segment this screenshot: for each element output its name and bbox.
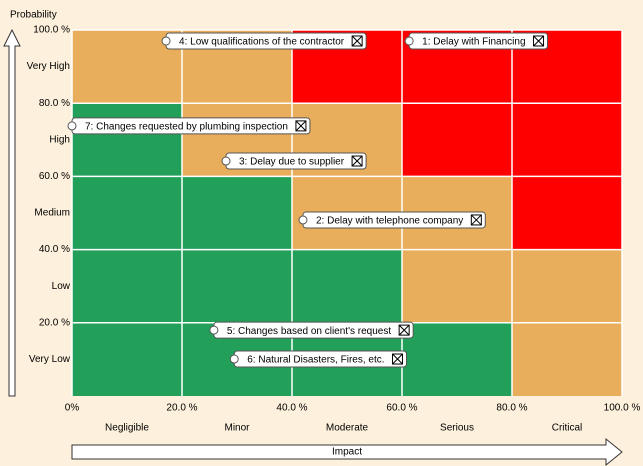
risk-point bbox=[161, 36, 171, 46]
risk-label-text: 1: Delay with Financing bbox=[422, 37, 525, 48]
x-tick-label: 40.0 % bbox=[276, 403, 307, 414]
checkbox-cross bbox=[533, 35, 544, 47]
y-category-label: Low bbox=[52, 281, 71, 292]
risk-label-text: 6: Natural Disasters, Fires, etc. bbox=[247, 355, 384, 366]
matrix-cell bbox=[182, 249, 292, 323]
x-tick-label: 60.0 % bbox=[386, 403, 417, 414]
y-tick-label: 100.0 % bbox=[33, 25, 70, 36]
risk-label-text: 4: Low qualifications of the contractor bbox=[179, 37, 345, 48]
y-category-label: Very Low bbox=[29, 354, 71, 365]
x-category-label: Serious bbox=[440, 423, 474, 434]
matrix-cell bbox=[512, 176, 622, 250]
x-tick-label: 0% bbox=[65, 403, 80, 414]
risk-label: 3: Delay due to supplier bbox=[221, 152, 367, 170]
matrix-cell bbox=[402, 322, 512, 396]
risk-point bbox=[209, 325, 219, 335]
checkbox-cross bbox=[392, 353, 403, 365]
matrix-cell bbox=[182, 176, 292, 250]
risk-point bbox=[404, 36, 414, 46]
risk-point bbox=[298, 215, 308, 225]
x-tick-label: 20.0 % bbox=[166, 403, 197, 414]
risk-point bbox=[221, 156, 231, 166]
risk-label: 2: Delay with telephone company bbox=[298, 211, 486, 229]
checkbox-cross bbox=[470, 214, 482, 226]
y-tick-label: 60.0 % bbox=[39, 171, 70, 182]
matrix-cell bbox=[512, 322, 622, 396]
x-tick-label: 80.0 % bbox=[496, 403, 527, 414]
y-axis-title: Probability bbox=[10, 10, 57, 21]
matrix-cell bbox=[72, 176, 182, 250]
x-axis-arrow bbox=[71, 437, 623, 466]
risk-label-text: 5: Changes based on client's request bbox=[227, 326, 391, 337]
x-category-label: Moderate bbox=[326, 423, 369, 434]
y-tick-label: 40.0 % bbox=[39, 244, 70, 255]
risk-point bbox=[67, 121, 77, 131]
matrix-cell bbox=[292, 249, 402, 323]
risk-label: 4: Low qualifications of the contractor bbox=[161, 32, 367, 50]
matrix-cell bbox=[72, 249, 182, 323]
checkbox-cross bbox=[351, 155, 363, 167]
y-category-label: Very High bbox=[27, 61, 70, 72]
risk-label: 7: Changes requested by plumbing inspect… bbox=[67, 117, 311, 135]
risk-label: 1: Delay with Financing bbox=[404, 32, 549, 50]
risk-label: 5: Changes based on client's request bbox=[209, 321, 414, 339]
risk-label-text: 3: Delay due to supplier bbox=[239, 157, 345, 168]
matrix-cell bbox=[72, 322, 182, 396]
matrix-cell bbox=[72, 103, 182, 177]
y-category-label: High bbox=[49, 134, 70, 145]
x-axis-title: Impact bbox=[332, 447, 362, 458]
matrix-cell bbox=[512, 249, 622, 323]
y-tick-label: 20.0 % bbox=[39, 317, 70, 328]
y-axis-arrow bbox=[3, 28, 21, 397]
x-category-label: Negligible bbox=[105, 423, 149, 434]
x-category-label: Critical bbox=[552, 423, 583, 434]
checkbox-cross bbox=[398, 324, 410, 336]
matrix-cell bbox=[512, 103, 622, 177]
risk-point bbox=[229, 354, 239, 364]
y-tick-label: 80.0 % bbox=[39, 98, 70, 109]
checkbox-cross bbox=[351, 35, 363, 47]
risk-label: 6: Natural Disasters, Fires, etc. bbox=[229, 350, 408, 368]
checkbox-cross bbox=[295, 120, 307, 132]
risk-label-text: 7: Changes requested by plumbing inspect… bbox=[85, 122, 288, 133]
x-category-label: Minor bbox=[224, 423, 250, 434]
x-tick-label: 100.0 % bbox=[604, 403, 641, 414]
matrix-cell bbox=[402, 249, 512, 323]
risk-label-text: 2: Delay with telephone company bbox=[316, 216, 463, 227]
matrix-cell bbox=[402, 103, 512, 177]
y-category-label: Medium bbox=[34, 208, 70, 219]
